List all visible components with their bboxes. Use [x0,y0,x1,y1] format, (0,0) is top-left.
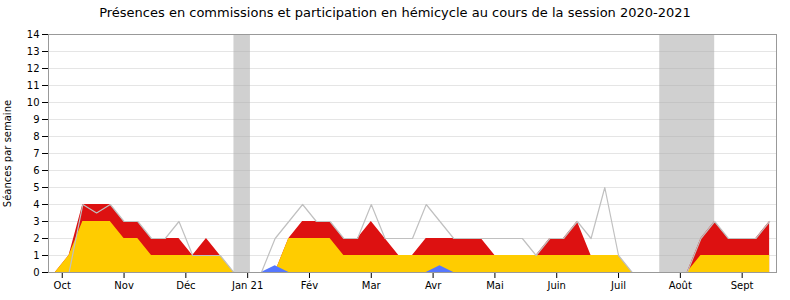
svg-text:Mai: Mai [486,280,504,291]
svg-text:Séances par semaine: Séances par semaine [2,100,13,207]
svg-text:12: 12 [27,63,40,74]
svg-text:Nov: Nov [114,280,134,291]
svg-text:Déc: Déc [176,280,195,291]
svg-text:1: 1 [33,250,39,261]
svg-text:Fév: Fév [301,280,318,291]
svg-text:9: 9 [33,114,39,125]
svg-text:8: 8 [33,131,39,142]
svg-text:4: 4 [33,199,39,210]
svg-text:5: 5 [33,182,39,193]
svg-text:Jan 21: Jan 21 [231,280,263,291]
html-text:Présences en commissions et pa: Présences en commissions et participatio… [99,5,691,20]
svg-text:7: 7 [33,148,39,159]
svg-text:Août: Août [669,280,692,291]
svg-text:2: 2 [33,233,39,244]
svg-text:Mar: Mar [362,280,382,291]
svg-text:Oct: Oct [54,280,71,291]
svg-text:Avr: Avr [425,280,442,291]
svg-text:3: 3 [33,216,39,227]
svg-text:Juil: Juil [610,280,626,291]
svg-text:11: 11 [27,80,40,91]
svg-text:Juin: Juin [547,280,566,291]
svg-text:0: 0 [33,267,39,278]
svg-text:13: 13 [27,46,40,57]
svg-text:6: 6 [33,165,39,176]
svg-text:Sept: Sept [731,280,754,291]
svg-text:10: 10 [27,97,40,108]
svg-text:14: 14 [27,29,40,40]
